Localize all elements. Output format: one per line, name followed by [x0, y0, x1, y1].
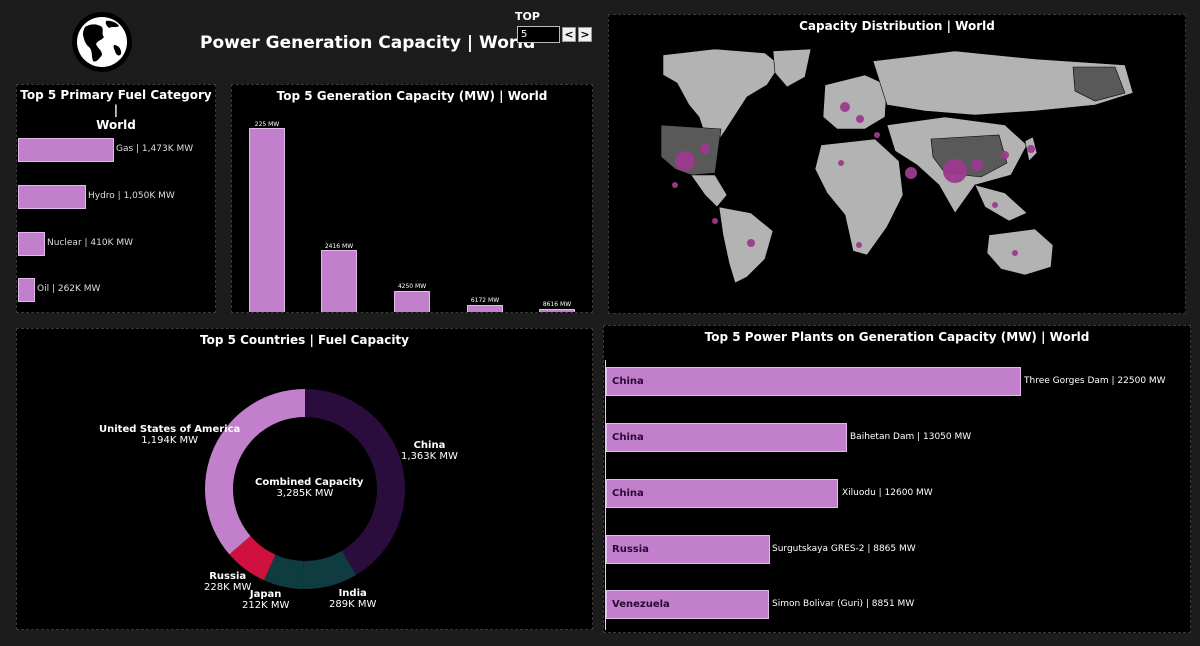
map-greenland	[772, 48, 812, 88]
plant-bar-label: Three Gorges Dam | 22500 MW	[1024, 376, 1166, 386]
donut-slice-russia[interactable]	[229, 536, 276, 581]
fuel-panel-title: Top 5 Primary Fuel Category | World	[20, 88, 212, 132]
fuel-bar[interactable]	[18, 278, 35, 302]
countries-donut-chart[interactable]	[203, 387, 407, 591]
fuel-bar[interactable]	[18, 138, 114, 162]
map-africa	[814, 138, 904, 256]
map-russia-east	[1072, 66, 1126, 102]
capacity-bar-label: 225 MW	[254, 121, 280, 128]
generation-capacity-panel: Top 5 Generation Capacity (MW) | World 2…	[231, 84, 593, 313]
power-plants-panel: Top 5 Power Plants on Generation Capacit…	[603, 325, 1191, 633]
fuel-category-panel: Top 5 Primary Fuel Category | World Gas …	[16, 84, 216, 313]
top-n-label: TOP	[515, 10, 540, 23]
top-n-next-button[interactable]: >	[578, 27, 592, 42]
capacity-panel-title: Top 5 Generation Capacity (MW) | World	[276, 89, 548, 103]
donut-slice-india[interactable]	[303, 550, 357, 589]
top-n-prev-button[interactable]: <	[562, 27, 576, 42]
capacity-bubbles	[672, 102, 1035, 256]
donut-slice-china[interactable]	[305, 389, 405, 576]
plant-bar-label: Xiluodu | 12600 MW	[842, 488, 933, 498]
donut-slice-japan[interactable]	[263, 554, 304, 589]
plant-country: Russia	[612, 544, 649, 555]
plant-bar-label: Surgutskaya GRES-2 | 8865 MW	[772, 544, 916, 554]
donut-label-usa: United States of America 1,194K MW	[99, 424, 241, 446]
countries-panel: Top 5 Countries | Fuel Capacity Combined…	[16, 328, 593, 630]
plant-bar[interactable]: China	[606, 479, 838, 508]
plant-country: China	[612, 376, 644, 387]
globe-logo	[71, 11, 133, 73]
capacity-bar-label: 2416 MW	[324, 243, 354, 250]
fuel-bar[interactable]	[18, 232, 45, 256]
fuel-bar[interactable]	[18, 185, 86, 209]
donut-center-label: Combined Capacity 3,285K MW	[255, 477, 364, 499]
world-map[interactable]	[655, 45, 1145, 285]
capacity-bar-label: 4250 MW	[397, 283, 427, 290]
donut-slice-united-states-of-america[interactable]	[205, 389, 305, 555]
page-title: Power Generation Capacity | World	[200, 33, 536, 53]
plant-bar[interactable]: China	[606, 367, 1021, 396]
capacity-bar[interactable]	[249, 128, 285, 312]
plant-bar-label: Simon Bolivar (Guri) | 8851 MW	[772, 599, 915, 609]
map-europe	[822, 74, 888, 130]
fuel-bar-label: Hydro | 1,050K MW	[88, 191, 175, 201]
donut-label-japan: Japan 212K MW	[242, 589, 290, 611]
capacity-bar-label: 8616 MW	[542, 301, 572, 308]
capacity-bar[interactable]	[394, 291, 430, 312]
map-russia	[872, 50, 1134, 116]
capacity-bar[interactable]	[539, 309, 575, 312]
donut-label-russia: Russia 228K MW	[204, 571, 252, 593]
plant-bar-label: Baihetan Dam | 13050 MW	[850, 432, 972, 442]
plant-country: China	[612, 432, 644, 443]
capacity-bar[interactable]	[467, 305, 503, 312]
map-south-america	[718, 206, 774, 284]
countries-panel-title: Top 5 Countries | Fuel Capacity	[199, 333, 409, 347]
fuel-bar-label: Gas | 1,473K MW	[116, 144, 194, 154]
plants-axis-line	[605, 360, 606, 630]
top-n-input[interactable]	[517, 26, 560, 43]
plant-bar[interactable]: Russia	[606, 535, 770, 564]
plant-bar[interactable]: China	[606, 423, 847, 452]
plants-panel-title: Top 5 Power Plants on Generation Capacit…	[704, 330, 1090, 344]
capacity-map-panel: Capacity Distribution | World	[608, 14, 1186, 314]
plant-country: China	[612, 488, 644, 499]
donut-label-china: China 1,363K MW	[401, 440, 458, 462]
capacity-bar[interactable]	[321, 250, 357, 312]
plant-country: Venezuela	[612, 599, 670, 610]
map-central-america	[690, 174, 728, 208]
plant-bar[interactable]: Venezuela	[606, 590, 769, 619]
map-panel-title: Capacity Distribution | World	[799, 19, 995, 33]
fuel-bar-label: Oil | 262K MW	[37, 284, 101, 294]
fuel-bar-label: Nuclear | 410K MW	[47, 238, 133, 248]
map-southeast-asia	[974, 184, 1028, 222]
donut-label-india: India 289K MW	[329, 588, 377, 610]
map-australia	[986, 228, 1054, 276]
capacity-bar-label: 6172 MW	[470, 297, 500, 304]
